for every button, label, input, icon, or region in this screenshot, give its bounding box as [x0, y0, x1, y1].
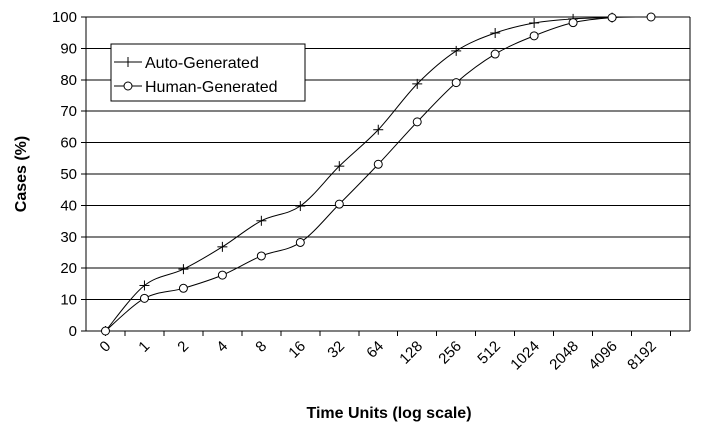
y-tick-labels: 0 10 20 30 40 50 60 70 80 90 100 — [52, 9, 77, 340]
y-tick-label: 20 — [60, 260, 77, 277]
plus-marker — [334, 161, 345, 172]
x-tick-label: 1024 — [507, 338, 543, 374]
plus-marker — [139, 280, 150, 291]
plus-marker — [451, 45, 462, 56]
series-2 — [100, 12, 656, 336]
circle-marker — [568, 18, 578, 28]
x-tick-label: 256 — [435, 338, 465, 368]
circle-marker — [646, 12, 656, 22]
x-tick-label: 32 — [324, 338, 348, 362]
y-tick-label: 10 — [60, 292, 77, 309]
y-tick-label: 60 — [60, 135, 77, 152]
legend-entry: Auto-Generated — [114, 55, 259, 72]
x-axis-title: Time Units (log scale) — [306, 405, 471, 422]
circle-marker — [412, 117, 422, 127]
circle-marker — [373, 159, 383, 169]
x-tick-label: 16 — [285, 338, 309, 362]
x-tick-label: 8 — [252, 338, 270, 356]
y-tick-label: 100 — [52, 9, 77, 26]
x-tick-label: 1 — [135, 338, 153, 356]
x-tick-label: 0 — [96, 338, 114, 356]
plus-marker — [529, 17, 540, 28]
plus-marker — [123, 57, 133, 67]
y-tick-label: 80 — [60, 72, 77, 89]
circle-marker — [490, 49, 500, 59]
circle-marker — [178, 283, 188, 293]
legend: Auto-Generated Human-Generated — [110, 43, 306, 102]
legend-entry: Human-Generated — [114, 79, 278, 96]
legend-box — [110, 43, 306, 102]
x-tick-label: 2 — [174, 338, 192, 356]
series-line — [105, 17, 613, 332]
x-tick-labels: 0 1 2 4 8 16 32 64 128 256 512 1024 2048 4096 8192 — [96, 338, 659, 374]
y-tick-label: 90 — [60, 40, 77, 57]
y-tick-label: 0 — [69, 323, 77, 340]
circle-marker — [217, 270, 227, 280]
plus-marker — [295, 201, 306, 212]
plus-marker — [256, 215, 267, 226]
x-tick-label: 128 — [396, 338, 426, 368]
x-tick-label: 4 — [213, 338, 231, 356]
x-tick-label: 512 — [474, 338, 504, 368]
circle-marker — [295, 237, 305, 247]
circle-marker — [529, 31, 539, 41]
circle-marker — [123, 81, 133, 91]
y-tick-label: 30 — [60, 229, 77, 246]
x-tick-label: 4096 — [585, 338, 621, 374]
x-tick-label: 8192 — [624, 338, 660, 374]
series-layer — [100, 12, 656, 336]
grid-lines — [86, 16, 690, 332]
plus-marker — [217, 241, 228, 252]
circle-marker — [334, 199, 344, 209]
circle-marker — [100, 326, 110, 336]
x-tick-label: 2048 — [546, 338, 582, 374]
plus-marker — [490, 28, 501, 39]
x-tick-label: 64 — [363, 338, 387, 362]
circle-marker — [607, 13, 617, 23]
circle-marker — [451, 78, 461, 88]
plus-marker — [412, 78, 423, 89]
legend-label: Human-Generated — [145, 79, 278, 96]
axes — [81, 16, 691, 336]
circle-marker — [139, 293, 149, 303]
circle-marker — [256, 251, 266, 261]
y-tick-label: 70 — [60, 103, 77, 120]
y-tick-label: 40 — [60, 197, 77, 214]
legend-label: Auto-Generated — [145, 55, 259, 72]
y-axis-title: Cases (%) — [13, 136, 30, 212]
plus-marker — [373, 124, 384, 135]
plus-marker — [178, 264, 189, 275]
y-tick-label: 50 — [60, 166, 77, 183]
